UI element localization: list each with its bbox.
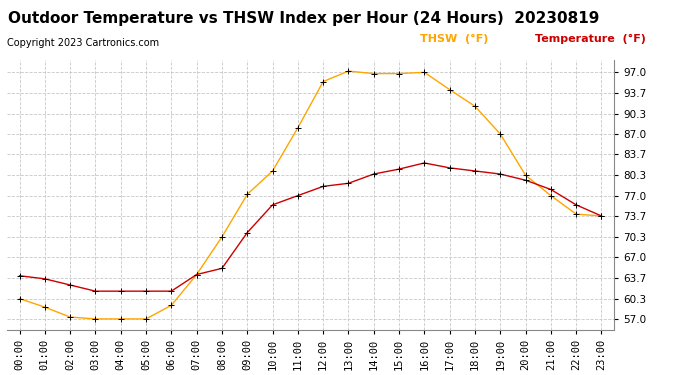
Text: THSW  (°F): THSW (°F) [420, 34, 488, 44]
Text: Outdoor Temperature vs THSW Index per Hour (24 Hours)  20230819: Outdoor Temperature vs THSW Index per Ho… [8, 11, 600, 26]
Text: Temperature  (°F): Temperature (°F) [535, 34, 646, 44]
Text: Copyright 2023 Cartronics.com: Copyright 2023 Cartronics.com [7, 38, 159, 48]
